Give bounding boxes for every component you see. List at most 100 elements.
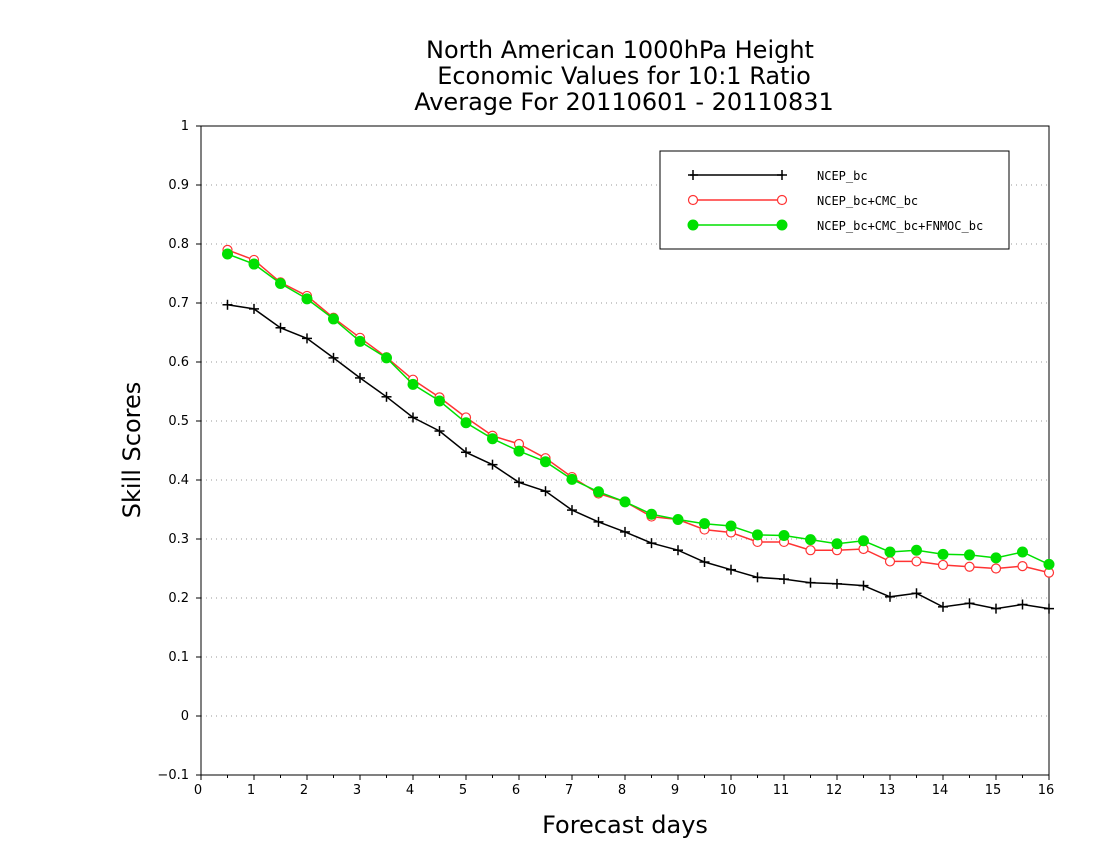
legend-marker [777,170,787,180]
y-tick-label: −0.1 [157,768,189,783]
chart-title: North American 1000hPa Height Economic V… [414,36,834,116]
data-point [407,378,419,390]
y-axis-label: Skill Scores [118,382,146,519]
data-point [991,603,1001,614]
data-point [964,598,975,609]
y-tick-label: 1 [181,119,189,134]
data-point [646,508,657,520]
x-tick-label: 5 [459,783,467,798]
axis-ticks [196,125,1050,780]
chart-title-line-1: North American 1000hPa Height [426,36,814,64]
x-tick-label: 11 [773,783,790,798]
data-point [990,552,1002,564]
data-point [487,459,498,470]
data-point [593,486,604,498]
x-tick-label: 9 [671,783,679,798]
data-point [725,520,737,532]
chart-title-line-3: Average For 20110601 - 20110831 [414,88,834,116]
series-layer [222,244,1055,614]
data-point [381,391,392,402]
data-point [911,588,922,599]
data-point [858,580,869,591]
data-point [752,529,763,541]
x-tick-label: 7 [565,783,573,798]
y-tick-labels: −0.1 0 0.1 0.2 0.3 0.4 0.5 0.6 0.7 0.8 0.9 1 [157,119,189,783]
data-point [1043,558,1055,570]
data-point [752,572,763,583]
chart-title-line-2: Economic Values for 10:1 Ratio [437,62,811,90]
data-point [248,258,260,270]
y-tick-label: 0.2 [168,591,189,606]
data-point [937,548,949,560]
series-line [227,249,1050,574]
data-point [355,372,365,383]
data-point [937,559,949,571]
data-point [381,352,392,364]
data-point [1017,599,1028,610]
data-point [884,546,896,558]
x-tick-label: 10 [720,783,737,798]
data-point [301,293,313,305]
data-point [699,518,710,530]
x-tick-label: 3 [353,783,361,798]
x-tick-label: 0 [194,783,202,798]
y-tick-label: 0.4 [168,473,189,488]
y-tick-label: 0.1 [168,650,189,665]
y-tick-label: 0 [181,709,189,724]
y-tick-label: 0.3 [168,532,189,547]
data-point [911,556,922,567]
data-point [1017,561,1028,572]
data-point [593,516,604,527]
x-tick-label: 14 [932,783,949,798]
data-point [805,534,816,546]
data-point [673,545,683,556]
y-tick-label: 0.7 [168,296,189,311]
legend-marker [776,194,788,206]
data-point [779,574,789,585]
data-point [513,445,525,457]
y-tick-label: 0.6 [168,355,189,370]
data-point [832,578,842,589]
data-point [328,313,339,325]
data-point [461,447,471,458]
legend-marker [688,170,698,180]
data-point [805,577,816,588]
y-tick-label: 0.9 [168,178,189,193]
x-axis-label: Forecast days [542,811,708,839]
data-point [275,278,286,290]
data-point [620,526,630,537]
data-point [858,535,869,547]
data-point [487,433,498,445]
legend: NCEP_bc NCEP_bc+CMC_bc NCEP_bc+CMC_bc+FNMO… [659,150,1010,250]
x-tick-label: 4 [406,783,414,798]
data-point [354,335,366,347]
x-tick-labels: 0 1 2 3 4 5 6 7 8 9 10 11 12 13 14 15 16 [194,783,1054,798]
x-tick-label: 13 [879,783,896,798]
data-point [619,496,631,508]
x-tick-label: 6 [512,783,520,798]
data-point [831,538,843,550]
data-point [805,545,816,556]
data-point [699,557,710,568]
data-point [964,561,975,572]
data-point [514,477,524,488]
data-point [302,333,312,344]
series-2 [222,248,1055,570]
data-point [222,248,233,260]
x-tick-label: 2 [300,783,308,798]
data-point [964,549,975,561]
data-point [434,395,445,407]
gridlines [201,184,1049,717]
data-point [672,514,684,526]
series-1 [222,244,1055,578]
legend-label: NCEP_bc [817,169,868,183]
data-point [885,591,895,602]
data-point [884,556,896,567]
data-point [646,538,657,549]
data-point [328,352,339,363]
x-tick-label: 8 [618,783,626,798]
legend-marker [687,219,699,231]
legend-marker [776,219,788,231]
data-point [566,473,578,485]
